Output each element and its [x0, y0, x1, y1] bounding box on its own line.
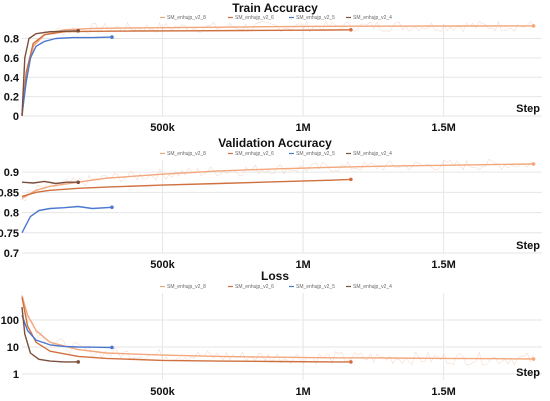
x-axis-label: Step: [516, 367, 540, 379]
legend-label: SM_enhujp_v2_4: [353, 284, 392, 290]
legend-label: SM_enhujp_v2_8: [167, 151, 206, 157]
series-endpoint: [349, 28, 353, 32]
series-endpoint: [110, 35, 114, 39]
legend-label: SM_enhujp_v2_6: [235, 284, 274, 290]
y-tick-label: 10: [7, 342, 19, 354]
series-line-SM_enhujp_v2_8: [21, 295, 534, 360]
y-tick-label: 0: [13, 111, 19, 123]
y-tick-label: 0.7: [4, 248, 19, 260]
legend-label: SM_enhujp_v2_6: [235, 15, 274, 21]
legend-entry: SM_enhujp_v2_6: [228, 15, 274, 21]
raw-trace: [21, 295, 534, 366]
series-line-SM_enhujp_v2_6: [21, 178, 351, 198]
legend-entry: SM_enhujp_v2_5: [289, 15, 335, 21]
legend-entry: SM_enhujp_v2_8: [160, 151, 206, 157]
legend-label: SM_enhujp_v2_4: [353, 151, 392, 157]
series-endpoint: [110, 205, 114, 210]
y-tick-label: 0.75: [0, 228, 19, 240]
legend-label: SM_enhujp_v2_5: [296, 151, 335, 157]
legend-entry: SM_enhujp_v2_8: [160, 284, 206, 290]
series-line-SM_enhujp_v2_5: [21, 314, 112, 349]
x-tick-label: 1M: [295, 259, 310, 271]
series-line-SM_enhujp_v2_5: [21, 36, 112, 115]
legend-label: SM_enhujp_v2_4: [353, 15, 392, 21]
series-line-SM_enhujp_v2_8: [21, 25, 534, 117]
series-endpoint: [349, 360, 353, 364]
x-tick-label: 1M: [295, 122, 310, 134]
series-line-SM_enhujp_v2_4: [21, 180, 79, 185]
y-tick-label: 0.8: [4, 208, 19, 220]
series-endpoint: [76, 180, 81, 185]
series-endpoint: [349, 177, 353, 182]
raw-trace: [21, 158, 534, 202]
series-line-SM_enhujp_v2_8: [21, 163, 534, 200]
y-tick-label: 0.9: [4, 167, 19, 179]
legend-label: SM_enhujp_v2_8: [167, 15, 206, 21]
x-tick-label: 1.5M: [431, 122, 455, 134]
series-endpoint: [76, 360, 81, 364]
y-tick-label: 0.85: [0, 187, 19, 199]
chart-title: Train Accuracy: [232, 1, 318, 15]
legend-entry: SM_enhujp_v2_5: [289, 151, 335, 157]
x-tick-label: 500k: [150, 386, 175, 398]
series-line-SM_enhujp_v2_5: [21, 205, 112, 234]
legend-entry: SM_enhujp_v2_6: [228, 284, 274, 290]
y-tick-label: 0.2: [4, 92, 19, 104]
legend-entry: SM_enhujp_v2_4: [346, 284, 392, 290]
series-endpoint: [76, 28, 81, 33]
chart-panel-1: Train Accuracy SM_enhujp_v2_8 SM_enhujp_v2…: [4, 1, 542, 134]
legend-label: SM_enhujp_v2_5: [296, 15, 335, 21]
chart-title: Loss: [261, 269, 289, 283]
legend-label: SM_enhujp_v2_5: [296, 284, 335, 290]
series-line-SM_enhujp_v2_4: [21, 307, 79, 363]
chart-panel-2: Validation Accuracy SM_enhujp_v2_8 SM_enhu…: [0, 136, 542, 271]
series-line-SM_enhujp_v2_4: [21, 30, 79, 117]
x-axis-label: Step: [516, 240, 540, 252]
x-tick-label: 1.5M: [431, 386, 455, 398]
x-tick-label: 1M: [295, 386, 310, 398]
legend-entry: SM_enhujp_v2_4: [346, 15, 392, 21]
y-tick-label: 0.6: [4, 53, 19, 65]
series-endpoint: [531, 162, 536, 166]
legend-entry: SM_enhujp_v2_4: [346, 151, 392, 157]
raw-trace: [21, 20, 534, 117]
x-tick-label: 1.5M: [431, 259, 455, 271]
x-tick-label: 500k: [150, 122, 175, 134]
series-endpoint: [531, 24, 536, 28]
legend-entry: SM_enhujp_v2_8: [160, 15, 206, 21]
chart-title: Validation Accuracy: [218, 136, 332, 150]
legend-label: SM_enhujp_v2_6: [235, 151, 274, 157]
x-axis-label: Step: [516, 103, 540, 115]
y-tick-label: 0.4: [4, 72, 20, 84]
series-line-SM_enhujp_v2_6: [21, 29, 351, 117]
series-line-SM_enhujp_v2_6: [21, 297, 351, 363]
legend-entry: SM_enhujp_v2_6: [228, 151, 274, 157]
y-tick-label: 0.8: [4, 34, 19, 46]
legend-entry: SM_enhujp_v2_5: [289, 284, 335, 290]
y-tick-label: 1: [13, 369, 19, 381]
legend-label: SM_enhujp_v2_8: [167, 284, 206, 290]
y-tick-label: 100: [1, 315, 19, 327]
series-endpoint: [110, 345, 114, 350]
series-endpoint: [531, 357, 536, 361]
x-tick-label: 500k: [150, 259, 175, 271]
chart-panel-3: Loss SM_enhujp_v2_8 SM_enhujp_v2_6 SM_enhuj…: [1, 269, 542, 398]
